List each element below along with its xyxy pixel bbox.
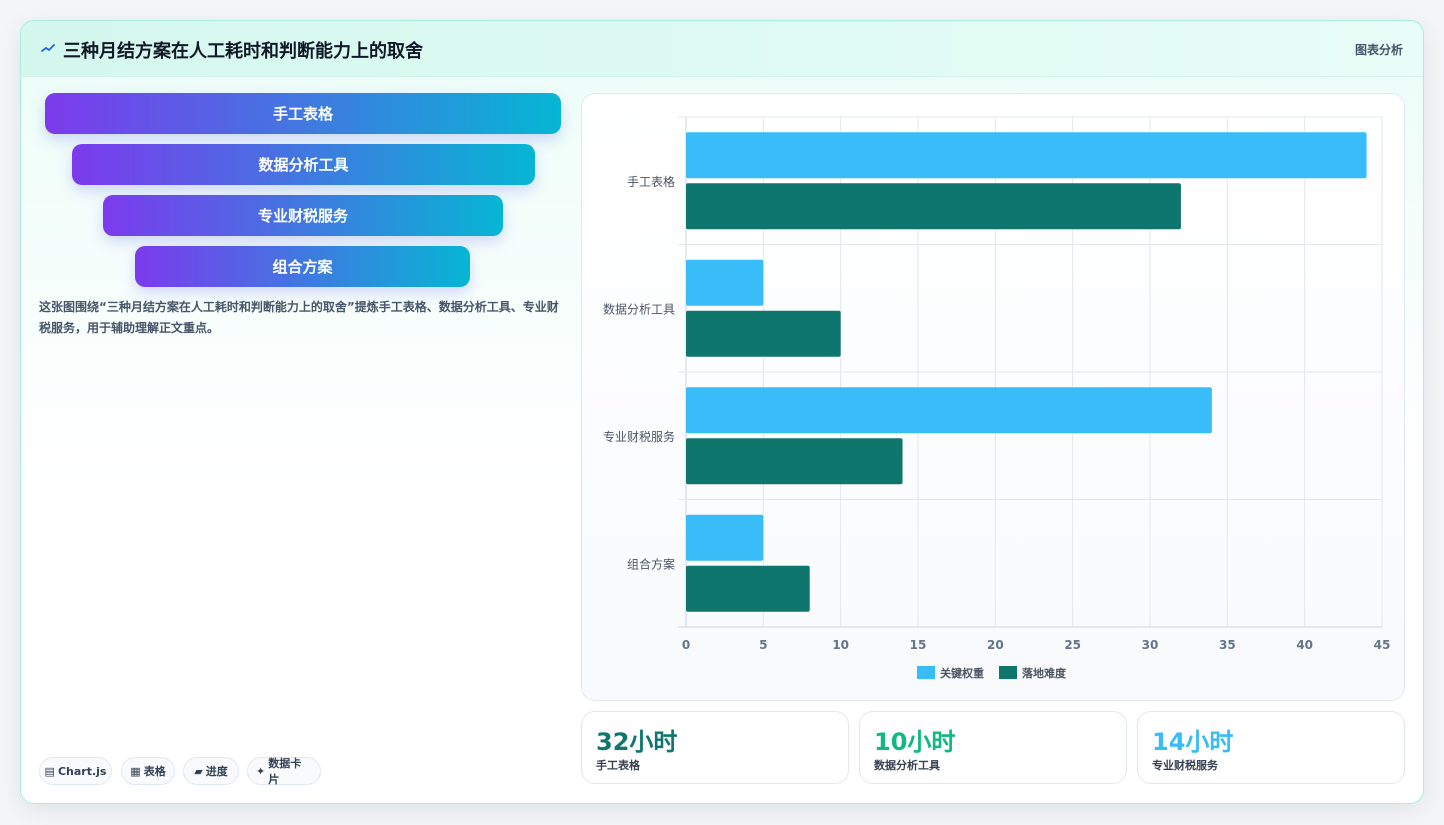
chip-datacard[interactable]: ✦ 数据卡片 [247, 757, 321, 786]
stat-card-tools: 10小时 数据分析工具 [859, 711, 1127, 784]
x-tick-label: 10 [832, 638, 849, 652]
main-card: 三种月结方案在人工耗时和判断能力上的取舍 图表分析 手工表格 数据分析工具 专业… [20, 20, 1424, 804]
funnel-item-manual: 手工表格 [45, 93, 561, 134]
bar [686, 183, 1181, 230]
x-tick-label: 5 [759, 638, 767, 652]
stat-label: 手工表格 [596, 759, 640, 772]
stat-value: 32小时 [596, 728, 678, 756]
funnel-item-tools: 数据分析工具 [72, 144, 535, 185]
progress-icon: ▰ [194, 764, 203, 778]
x-tick-label: 45 [1374, 638, 1391, 652]
stat-card-service: 14小时 专业财税服务 [1137, 711, 1405, 784]
x-tick-label: 30 [1142, 638, 1159, 652]
x-tick-label: 20 [987, 638, 1004, 652]
chip-label: Chart.js [57, 764, 107, 778]
stat-value: 14小时 [1152, 728, 1234, 756]
header-tag: 图表分析 [1354, 43, 1403, 57]
legend-label: 关键权重 [940, 666, 984, 680]
table-icon: ▦ [130, 764, 141, 778]
bar [686, 259, 764, 306]
bar-chart: 0 5 10 15 20 25 30 35 40 45 手工表格数据分析工具专业财税服务组合方案关键… [603, 116, 1391, 680]
funnel-item-combo: 组合方案 [135, 246, 470, 287]
y-tick-label: 数据分析工具 [603, 301, 675, 316]
legend-swatch [999, 666, 1017, 679]
chip-chartjs[interactable]: ▤ Chart.js [39, 757, 112, 785]
chart-icon: ▤ [44, 764, 55, 778]
trend-icon [41, 44, 55, 52]
x-tick-label: 25 [1064, 638, 1081, 652]
chart-panel: 0 5 10 15 20 25 30 35 40 45 手工表格数据分析工具 专业财税服务组合方案关键… [581, 93, 1405, 701]
chip-progress[interactable]: ▰ 进度 [183, 757, 239, 785]
y-tick-label: 专业财税服务 [603, 429, 675, 444]
page-title: 三种月结方案在人工耗时和判断能力上的取舍 [63, 41, 423, 62]
bar [686, 387, 1212, 434]
header-bar: 三种月结方案在人工耗时和判断能力上的取舍 图表分析 [21, 21, 1423, 77]
x-tick-label: 35 [1219, 638, 1236, 652]
x-tick-label: 0 [682, 638, 690, 652]
sparkle-icon: ✦ [256, 764, 266, 778]
stat-label: 专业财税服务 [1152, 759, 1218, 772]
y-tick-label: 组合方案 [627, 556, 675, 571]
description-text: 这张图围绕“三种月结方案在人工耗时和判断能力上的取舍”提炼手工表格、数据分析工具… [39, 300, 559, 335]
y-tick-label: 手工表格 [627, 174, 675, 189]
bar [686, 310, 841, 357]
bar [686, 565, 810, 612]
bar [686, 132, 1367, 179]
stat-label: 数据分析工具 [874, 759, 940, 772]
bar [686, 438, 903, 485]
x-tick-label: 40 [1296, 638, 1313, 652]
funnel-item-service: 专业财税服务 [103, 195, 503, 236]
chip-label: 进度 [205, 765, 228, 778]
legend-swatch [917, 666, 935, 679]
chip-table[interactable]: ▦ 表格 [121, 757, 175, 785]
legend-label: 落地难度 [1022, 666, 1067, 680]
chip-label: 表格 [143, 765, 166, 778]
stat-value: 10小时 [874, 728, 956, 756]
stat-card-manual: 32小时 手工表格 [581, 711, 849, 784]
chip-label: 数据卡片 [268, 757, 302, 786]
bar [686, 514, 764, 561]
x-tick-label: 15 [910, 638, 927, 652]
